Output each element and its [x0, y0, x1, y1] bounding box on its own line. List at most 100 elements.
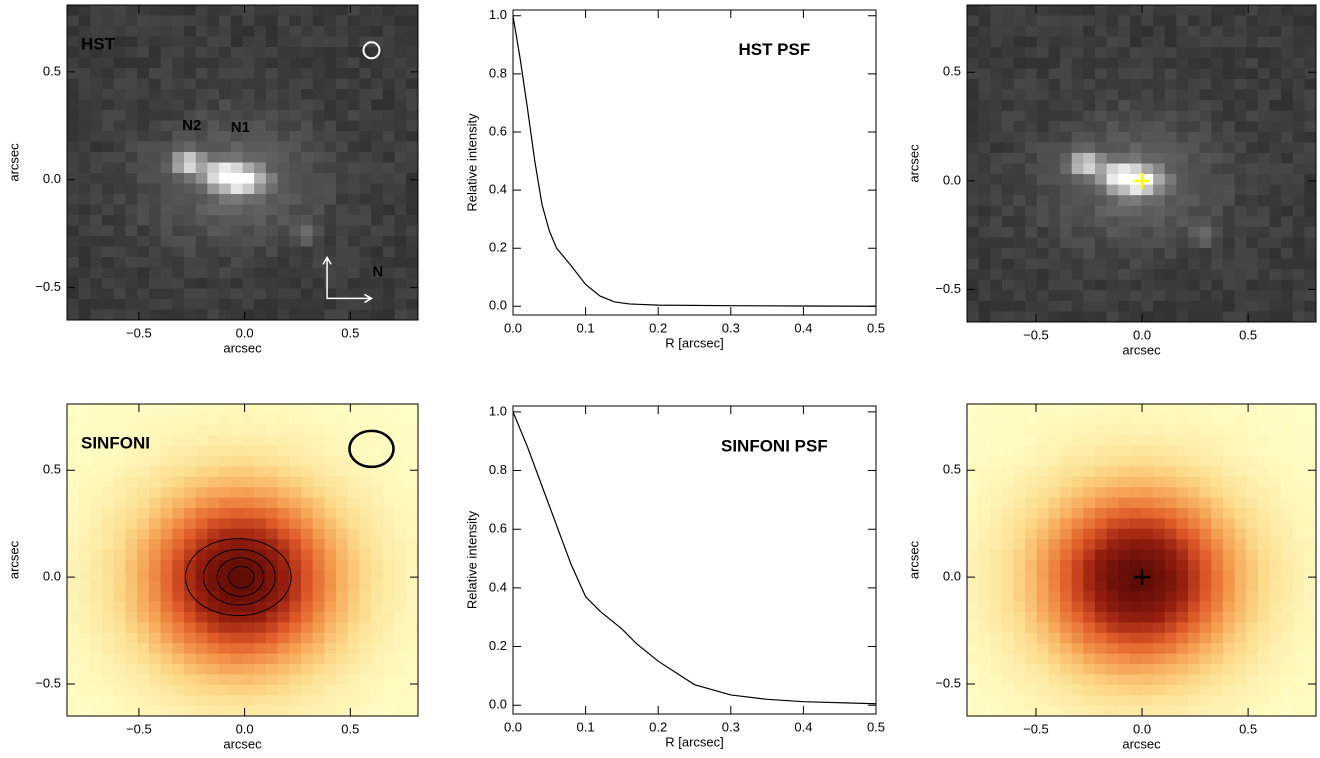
pixel [359, 110, 372, 122]
pixel [1304, 424, 1316, 436]
pixel [1176, 435, 1189, 447]
pixel [207, 194, 220, 206]
pixel [1106, 653, 1119, 665]
pixel [230, 5, 244, 17]
pixel [1211, 580, 1224, 592]
pixel [382, 487, 396, 499]
pixel [1001, 591, 1015, 603]
pixel [1060, 184, 1073, 196]
pixel [371, 5, 384, 17]
pixel [1129, 528, 1143, 540]
pixel [195, 664, 208, 675]
pixel [371, 476, 384, 488]
pixel [347, 695, 361, 707]
pixel [359, 456, 372, 467]
pixel [312, 78, 325, 90]
pixel [289, 622, 302, 634]
pixel [1176, 152, 1189, 165]
pixel [148, 612, 162, 623]
pixel [359, 695, 372, 707]
pixel [1234, 404, 1247, 415]
pixel [1222, 560, 1236, 571]
pixel [1025, 174, 1038, 186]
pixel [289, 99, 302, 111]
pixel [1153, 528, 1166, 540]
pixel [1304, 591, 1316, 603]
pixel [1001, 174, 1015, 186]
pixel [102, 162, 115, 174]
pixel [1257, 539, 1271, 551]
pixel [312, 141, 325, 153]
pixel [1176, 290, 1189, 302]
pixel [371, 309, 384, 320]
pixel [102, 653, 115, 665]
pixel [1199, 300, 1212, 313]
pixel [394, 236, 407, 248]
pixel [1304, 435, 1316, 447]
pixel [195, 15, 208, 27]
pixel [90, 173, 103, 185]
pixel [1094, 518, 1108, 530]
pixel [230, 476, 244, 488]
pixel [254, 236, 267, 248]
pixel [1176, 622, 1189, 634]
pixel [148, 560, 162, 571]
pixel [160, 215, 173, 227]
pixel [1164, 466, 1177, 478]
pixel [1071, 664, 1084, 675]
pixel [1304, 539, 1316, 551]
pixel [1048, 674, 1061, 686]
image [67, 5, 418, 320]
pixel [1036, 26, 1050, 38]
pixel [1083, 435, 1096, 447]
pixel [125, 215, 138, 227]
pixel [1222, 5, 1236, 17]
pixel [1281, 549, 1294, 561]
pixel [312, 183, 325, 195]
pixel [277, 257, 290, 269]
pixel [324, 435, 337, 447]
pixel [312, 549, 325, 561]
pixel [1269, 163, 1282, 175]
pixel [67, 204, 80, 216]
pixel [1211, 664, 1224, 675]
pixel [324, 267, 337, 279]
pixel [1246, 300, 1259, 313]
pixel [1118, 89, 1131, 101]
pixel [978, 47, 991, 59]
pixel [1048, 216, 1061, 228]
pixel [336, 622, 349, 634]
pixel [137, 497, 150, 509]
pixel [207, 612, 220, 623]
pixel [148, 601, 162, 613]
pixel [1048, 643, 1061, 655]
pixel [1188, 445, 1201, 457]
pixel [1153, 601, 1166, 613]
pixel [148, 435, 162, 447]
pixel [67, 267, 80, 279]
pixel [394, 141, 407, 153]
pixel [967, 121, 980, 133]
pixel [1304, 664, 1316, 675]
pixel [1153, 279, 1166, 291]
pixel [1199, 195, 1212, 207]
pixel [113, 424, 127, 436]
pixel [990, 195, 1003, 207]
pixel [160, 487, 173, 499]
pixel [347, 612, 361, 623]
pixel [113, 466, 127, 478]
pixel [148, 183, 162, 195]
pixel [1222, 121, 1236, 133]
pixel [967, 248, 980, 260]
pixel [1292, 643, 1305, 655]
pixel [406, 674, 418, 686]
pixel [1222, 632, 1236, 644]
pixel [102, 560, 115, 571]
pixel [67, 487, 80, 499]
pixel [1164, 142, 1177, 154]
pixel [1257, 528, 1271, 540]
pixel [382, 601, 396, 613]
pixel [1129, 68, 1143, 80]
pixel [990, 674, 1003, 686]
pixel [67, 456, 80, 467]
